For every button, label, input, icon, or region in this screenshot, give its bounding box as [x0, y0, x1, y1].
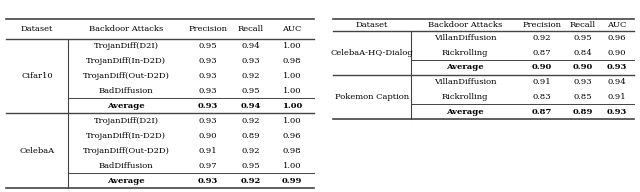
- Text: AUC: AUC: [607, 21, 627, 29]
- Text: 0.97: 0.97: [198, 162, 217, 170]
- Text: 0.84: 0.84: [573, 49, 592, 57]
- Text: 0.91: 0.91: [198, 147, 217, 155]
- Text: TrojanDiff(D2I): TrojanDiff(D2I): [93, 117, 159, 125]
- Text: VillanDiffusion: VillanDiffusion: [434, 78, 497, 86]
- Text: Average: Average: [108, 102, 145, 110]
- Text: 0.90: 0.90: [532, 64, 552, 71]
- Text: Dataset: Dataset: [21, 25, 53, 33]
- Text: BadDiffusion: BadDiffusion: [99, 162, 154, 170]
- Text: 0.91: 0.91: [532, 78, 551, 86]
- Text: Average: Average: [446, 64, 484, 71]
- Text: Cifar10: Cifar10: [21, 72, 53, 80]
- Text: 0.91: 0.91: [608, 93, 627, 101]
- Text: Precision: Precision: [188, 25, 227, 33]
- Text: Dataset: Dataset: [356, 21, 388, 29]
- Text: 0.93: 0.93: [198, 72, 217, 80]
- Text: 1.00: 1.00: [283, 87, 301, 95]
- Text: 0.93: 0.93: [573, 78, 592, 86]
- Text: AUC: AUC: [282, 25, 302, 33]
- Text: 0.95: 0.95: [241, 87, 260, 95]
- Text: 0.93: 0.93: [198, 102, 218, 110]
- Text: 0.93: 0.93: [607, 64, 627, 71]
- Text: 0.96: 0.96: [608, 34, 627, 42]
- Text: 0.90: 0.90: [198, 132, 217, 140]
- Text: 0.95: 0.95: [573, 34, 592, 42]
- Text: VillanDiffusion: VillanDiffusion: [434, 34, 497, 42]
- Text: 0.89: 0.89: [241, 132, 260, 140]
- Text: 0.92: 0.92: [241, 117, 260, 125]
- Text: Average: Average: [108, 177, 145, 185]
- Text: 0.98: 0.98: [283, 57, 301, 65]
- Text: 0.87: 0.87: [532, 108, 552, 116]
- Text: CelebaA-HQ-Dialog: CelebaA-HQ-Dialog: [330, 49, 413, 57]
- Text: TrojanDiff(Out-D2D): TrojanDiff(Out-D2D): [83, 147, 170, 155]
- Text: 0.92: 0.92: [241, 72, 260, 80]
- Text: CelebaA: CelebaA: [20, 147, 54, 155]
- Text: Precision: Precision: [522, 21, 561, 29]
- Text: Recall: Recall: [237, 25, 264, 33]
- Text: 0.99: 0.99: [282, 177, 302, 185]
- Text: 0.87: 0.87: [532, 49, 551, 57]
- Text: Backdoor Attacks: Backdoor Attacks: [89, 25, 163, 33]
- Text: 0.93: 0.93: [198, 87, 217, 95]
- Text: 0.89: 0.89: [572, 108, 593, 116]
- Text: 0.83: 0.83: [532, 93, 551, 101]
- Text: Rickrolling: Rickrolling: [442, 49, 488, 57]
- Text: Average: Average: [446, 108, 484, 116]
- Text: BadDiffusion: BadDiffusion: [99, 87, 154, 95]
- Text: 1.00: 1.00: [283, 162, 301, 170]
- Text: 0.90: 0.90: [608, 49, 627, 57]
- Text: 0.92: 0.92: [241, 147, 260, 155]
- Text: 0.94: 0.94: [241, 42, 260, 50]
- Text: TrojanDiff(In-D2D): TrojanDiff(In-D2D): [86, 132, 166, 140]
- Text: Pokemon Caption: Pokemon Caption: [335, 93, 409, 101]
- Text: 0.94: 0.94: [608, 78, 627, 86]
- Text: TrojanDiff(In-D2D): TrojanDiff(In-D2D): [86, 57, 166, 65]
- Text: 1.00: 1.00: [283, 72, 301, 80]
- Text: 1.00: 1.00: [283, 117, 301, 125]
- Text: 0.93: 0.93: [198, 177, 218, 185]
- Text: Backdoor Attacks: Backdoor Attacks: [428, 21, 502, 29]
- Text: 0.93: 0.93: [241, 57, 260, 65]
- Text: 1.00: 1.00: [282, 102, 302, 110]
- Text: 0.92: 0.92: [241, 177, 260, 185]
- Text: 1.00: 1.00: [283, 42, 301, 50]
- Text: 0.90: 0.90: [572, 64, 593, 71]
- Text: TrojanDiff(D2I): TrojanDiff(D2I): [93, 42, 159, 50]
- Text: Rickrolling: Rickrolling: [442, 93, 488, 101]
- Text: 0.93: 0.93: [198, 117, 217, 125]
- Text: 0.96: 0.96: [283, 132, 301, 140]
- Text: 0.85: 0.85: [573, 93, 592, 101]
- Text: 0.95: 0.95: [241, 162, 260, 170]
- Text: 0.98: 0.98: [283, 147, 301, 155]
- Text: 0.95: 0.95: [198, 42, 217, 50]
- Text: 0.93: 0.93: [198, 57, 217, 65]
- Text: Recall: Recall: [570, 21, 596, 29]
- Text: 0.92: 0.92: [532, 34, 551, 42]
- Text: 0.94: 0.94: [241, 102, 261, 110]
- Text: 0.93: 0.93: [607, 108, 627, 116]
- Text: TrojanDiff(Out-D2D): TrojanDiff(Out-D2D): [83, 72, 170, 80]
